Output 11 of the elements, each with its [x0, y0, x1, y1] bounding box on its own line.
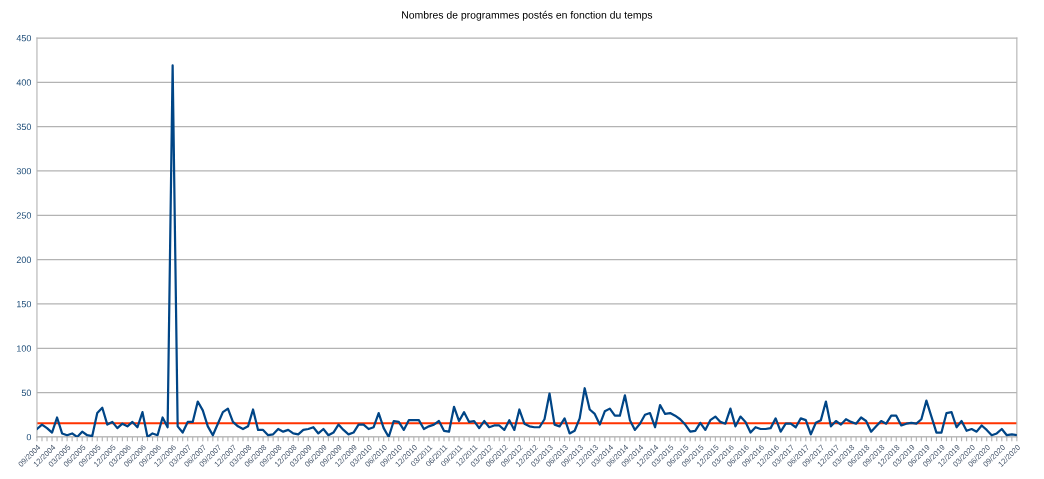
y-tick-label: 450: [16, 34, 32, 42]
chart-title: Nombres de programmes postés en fonction du temps: [402, 10, 653, 21]
y-tick-label: 250: [16, 212, 32, 219]
y-tick-label: 50: [21, 389, 32, 397]
y-tick-label: 400: [16, 79, 32, 86]
y-tick-label: 0: [26, 433, 32, 441]
y-tick-label: 350: [16, 123, 32, 131]
y-tick-label: 100: [17, 345, 32, 352]
y-tick-label: 150: [17, 300, 32, 308]
y-tick-label: 200: [16, 256, 32, 264]
y-tick-label: 300: [16, 167, 32, 175]
